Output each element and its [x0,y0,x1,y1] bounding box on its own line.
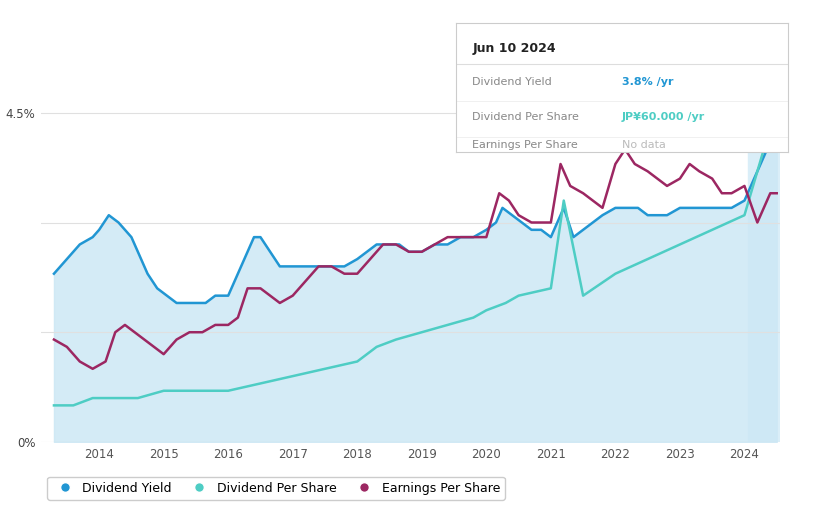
Text: Earnings Per Share: Earnings Per Share [472,140,578,150]
Legend: Dividend Yield, Dividend Per Share, Earnings Per Share: Dividend Yield, Dividend Per Share, Earn… [48,477,505,500]
Text: Dividend Per Share: Dividend Per Share [472,112,579,122]
Text: Past: Past [748,85,773,99]
Text: Jun 10 2024: Jun 10 2024 [472,42,556,55]
Text: Dividend Yield: Dividend Yield [472,77,552,87]
Text: JP¥60.000 /yr: JP¥60.000 /yr [622,112,705,122]
Bar [748,76,780,442]
Text: No data: No data [622,140,666,150]
Text: 3.8% /yr: 3.8% /yr [622,77,673,87]
